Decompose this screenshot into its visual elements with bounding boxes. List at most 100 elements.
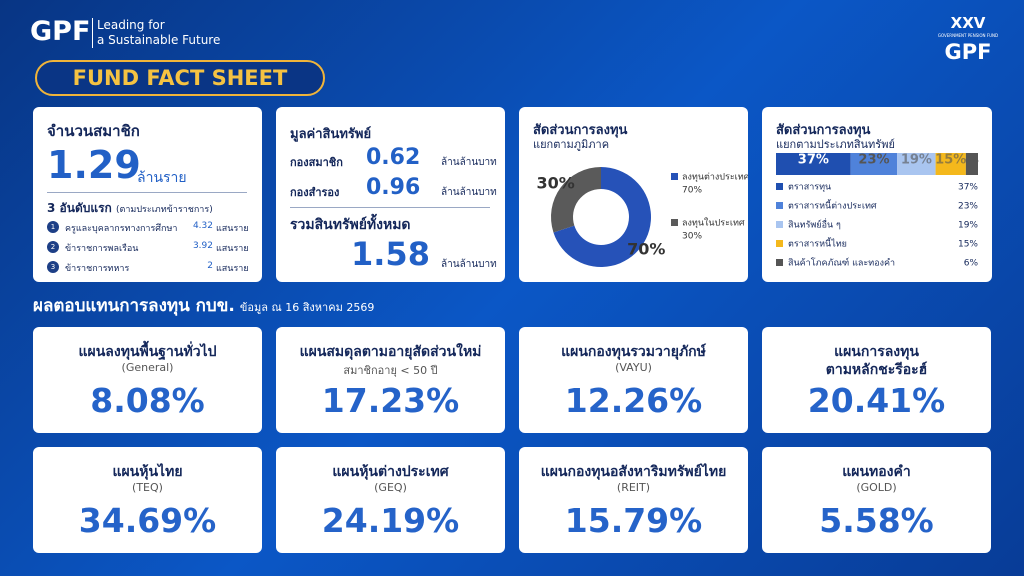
- legend-label: ตราสารหนี้ต่างประเทศ: [788, 199, 877, 212]
- legend-value: 37%: [958, 183, 978, 193]
- legend-swatch: [671, 219, 678, 226]
- legend-value: 19%: [958, 221, 978, 231]
- card-title: จำนวนสมาชิก: [47, 122, 140, 140]
- plan-value: 34.69%: [78, 501, 217, 540]
- stacked-bar-chart: 37% ตราสารทุน 37% 23% ตราสารหนี้ต่างประเทศ 23…: [776, 153, 979, 269]
- legend-swatch: [776, 221, 783, 228]
- row-unit: ล้านล้านบาท: [441, 157, 497, 168]
- plan-value: 20.41%: [807, 381, 946, 420]
- plan-title: แผนกองทุนอสังหาริมทรัพย์ไทย: [540, 464, 727, 480]
- plan-value: 17.23%: [321, 381, 460, 420]
- card-title: สัดส่วนการลงทุน: [776, 123, 871, 138]
- members-value: 1.29: [47, 143, 141, 187]
- legend-label: สินทรัพย์อื่น ๆ: [788, 218, 841, 231]
- legend-label: สินค้าโภคภัณฑ์ และทองคำ: [788, 257, 895, 269]
- bar-segment: [850, 153, 898, 175]
- members-card: จำนวนสมาชิก 1.29 ล้านราย 3 อันดับแรก (ตา…: [33, 107, 262, 282]
- logo-brand: GPF: [944, 40, 992, 64]
- bar-segment: [965, 153, 978, 175]
- card-subtitle: แยกตามภูมิภาค: [533, 138, 610, 151]
- legend-swatch: [776, 259, 783, 266]
- row-name: ครูและบุคลากรทางการศึกษา: [65, 224, 178, 234]
- total-title: รวมสินทรัพย์ทั้งหมด: [290, 217, 411, 233]
- row-value: 2: [207, 261, 213, 271]
- segment-label: 15%: [935, 153, 966, 168]
- top-title: 3 อันดับแรก (ตามประเภทข้าราชการ): [47, 199, 213, 218]
- plan-subtitle: สมาชิกอายุ < 50 ปี: [343, 364, 438, 377]
- slice-label: 30%: [537, 174, 575, 193]
- segment-label: 37%: [798, 153, 829, 168]
- assets-card: มูลค่าสินทรัพย์ รวมสินทรัพย์ทั้งหมด 1.58…: [276, 107, 505, 282]
- plan-card: แผนหุ้นไทย (TEQ) 34.69%: [33, 447, 262, 553]
- plan-value: 8.08%: [90, 381, 205, 420]
- legend-swatch: [776, 202, 783, 209]
- legend-value: 6%: [964, 259, 979, 269]
- plan-title: แผนหุ้นต่างประเทศ: [332, 464, 449, 480]
- legend-swatch: [671, 173, 678, 180]
- donut-slice: [551, 167, 601, 233]
- total-value: 1.58: [351, 235, 430, 273]
- plan-subtitle: (GEQ): [374, 481, 407, 494]
- segment-label: 6%: [965, 156, 979, 165]
- logo-caption: GOVERNMENT PENSION FUND: [937, 33, 999, 38]
- rank-badge: 2: [47, 241, 59, 253]
- legend-label: ตราสารหนี้ไทย: [788, 237, 847, 250]
- legend-swatch: [776, 183, 783, 190]
- legend-value: 15%: [958, 240, 978, 250]
- row-name: กองสำรอง: [290, 186, 340, 199]
- plan-subtitle: (General): [121, 361, 174, 374]
- members-unit: ล้านราย: [137, 170, 187, 186]
- bar-segment: [776, 153, 851, 175]
- row-name: ข้าราชการทหาร: [65, 264, 130, 274]
- plan-card: แผนทองคำ (GOLD) 5.58%: [762, 447, 991, 553]
- brand: GPF: [30, 16, 91, 47]
- region-card: สัดส่วนการลงทุน แยกตามภูมิภาค 70% ลงทุนต่…: [519, 107, 748, 282]
- returns-date: ข้อมูล ณ 16 สิงหาคม 2569: [239, 301, 375, 314]
- row-value: 0.62: [366, 145, 421, 170]
- plan-title: แผนทองคำ: [842, 464, 911, 480]
- divider: [47, 192, 247, 193]
- plan-title: แผนลงทุนพื้นฐานทั่วไป: [78, 344, 217, 360]
- tagline: Leading for a Sustainable Future: [92, 18, 220, 48]
- rank-badge: 3: [47, 261, 59, 273]
- legend-value: 70%: [682, 186, 702, 196]
- legend-swatch: [776, 240, 783, 247]
- plan-subtitle: (VAYU): [615, 361, 652, 374]
- asset-type-card: สัดส่วนการลงทุน แยกตามประเภทสินทรัพย์ 37…: [762, 107, 992, 282]
- plan-subtitle: (REIT): [616, 481, 651, 494]
- row-value: 3.92: [192, 241, 213, 251]
- plan-subtitle: (GOLD): [856, 481, 897, 494]
- segment-label: 23%: [858, 153, 889, 168]
- plan-value: 15.79%: [564, 501, 703, 540]
- logo-mark: XXV: [950, 14, 986, 32]
- bar-segment: [897, 153, 936, 175]
- plan-card: แผนกองทุนอสังหาริมทรัพย์ไทย (REIT) 15.79%: [519, 447, 748, 553]
- legend-label: ตราสารทุน: [788, 183, 831, 193]
- tagline-line: a Sustainable Future: [97, 33, 221, 47]
- total-unit: ล้านล้านบาท: [441, 259, 497, 270]
- plan-value: 5.58%: [819, 501, 934, 540]
- tagline-line: Leading for: [97, 18, 165, 32]
- legend-value: 23%: [958, 202, 978, 212]
- top-note: (ตามประเภทข้าราชการ): [115, 205, 213, 215]
- plan-card: แผนลงทุนพื้นฐานทั่วไป (General) 8.08%: [33, 327, 262, 433]
- slice-label: 70%: [627, 239, 665, 258]
- plan-title: แผนหุ้นไทย: [112, 464, 183, 480]
- plan-card: แผนหุ้นต่างประเทศ (GEQ) 24.19%: [276, 447, 505, 553]
- row-name: ข้าราชการพลเรือน: [65, 244, 139, 254]
- plan-title: แผนกองทุนรวมวายุภักษ์: [561, 344, 706, 360]
- row-name: กองสมาชิก: [290, 156, 343, 169]
- plan-card: แผนกองทุนรวมวายุภักษ์ (VAYU) 12.26%: [519, 327, 748, 433]
- returns-heading: ผลตอบแทนการลงทุน กบข. ข้อมูล ณ 16 สิงหาค…: [33, 292, 374, 319]
- segment-label: 19%: [901, 153, 932, 168]
- plan-card: แผนการลงทุน ตามหลักชะรีอะฮ์ 20.41%: [762, 327, 991, 433]
- plan-title: แผนสมดุลตามอายุสัดส่วนใหม่: [299, 344, 482, 360]
- returns-title: ผลตอบแทนการลงทุน กบข.: [33, 296, 235, 316]
- plan-title: ตามหลักชะรีอะฮ์: [825, 362, 928, 378]
- row-unit: แสนราย: [216, 244, 249, 254]
- legend-label: ลงทุนต่างประเทศ: [682, 173, 748, 183]
- card-subtitle: แยกตามประเภทสินทรัพย์: [776, 138, 895, 151]
- legend-label: ลงทุนในประเทศ: [682, 218, 745, 229]
- plan-value: 24.19%: [321, 501, 460, 540]
